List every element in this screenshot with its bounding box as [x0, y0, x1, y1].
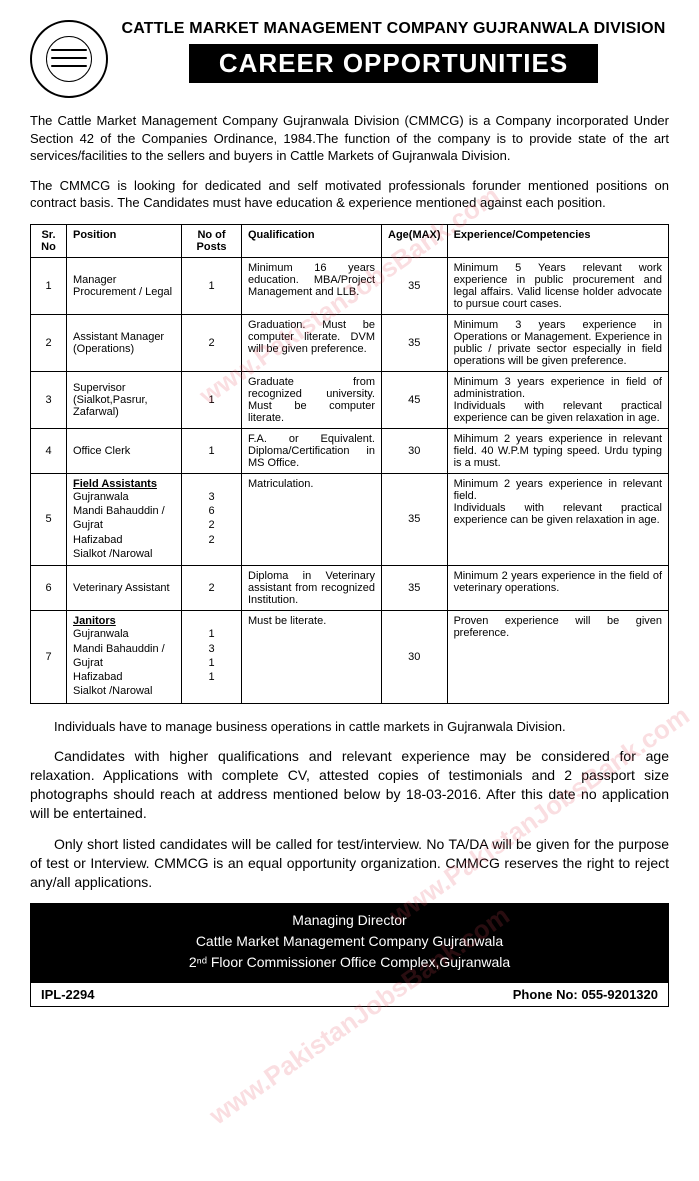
cell-sr: 2 [31, 314, 67, 371]
cell-sr: 1 [31, 257, 67, 314]
cell-qualification: Minimum 16 years education. MBA/Project … [242, 257, 382, 314]
cell-qualification: Matriculation. [242, 473, 382, 565]
footer-line-2: Cattle Market Management Company Gujranw… [39, 931, 660, 952]
col-experience: Experience/Competencies [447, 224, 668, 257]
table-row: 6Veterinary Assistant2Diploma in Veterin… [31, 566, 669, 611]
table-row: 1Manager Procurement / Legal1Minimum 16 … [31, 257, 669, 314]
cell-sr: 7 [31, 611, 67, 703]
header: CATTLE MARKET MANAGEMENT COMPANY GUJRANW… [30, 20, 669, 98]
col-qualification: Qualification [242, 224, 382, 257]
cell-position: JanitorsGujranwalaMandi Bahauddin / Gujr… [67, 611, 182, 703]
cell-position: Assistant Manager (Operations) [67, 314, 182, 371]
footer-bottom: IPL-2294 Phone No: 055-9201320 [31, 983, 668, 1006]
cell-experience: Minimum 3 years experience in Operations… [447, 314, 668, 371]
table-row: 3Supervisor (Sialkot,Pasrur, Zafarwal)1G… [31, 371, 669, 428]
cell-qualification: F.A. or Equivalent. Diploma/Certificatio… [242, 428, 382, 473]
cell-sr: 5 [31, 473, 67, 565]
cell-experience: Mihimum 2 years experience in relevant f… [447, 428, 668, 473]
title-block: CATTLE MARKET MANAGEMENT COMPANY GUJRANW… [118, 20, 669, 83]
cell-position: Veterinary Assistant [67, 566, 182, 611]
cell-experience: Minimum 3 years experience in field of a… [447, 371, 668, 428]
note-3: Only short listed candidates will be cal… [30, 835, 669, 892]
org-title: CATTLE MARKET MANAGEMENT COMPANY GUJRANW… [118, 20, 669, 38]
cell-qualification: Graduate from recognized university. Mus… [242, 371, 382, 428]
cell-age: 35 [382, 473, 448, 565]
cell-posts: 1 [182, 371, 242, 428]
cell-qualification: Must be literate. [242, 611, 382, 703]
career-banner: CAREER OPPORTUNITIES [189, 44, 598, 83]
cell-experience: Minimum 2 years experience in relevant f… [447, 473, 668, 565]
cell-age: 35 [382, 566, 448, 611]
cell-age: 30 [382, 428, 448, 473]
table-header-row: Sr. No Position No of Posts Qualificatio… [31, 224, 669, 257]
cell-position: Manager Procurement / Legal [67, 257, 182, 314]
cell-sr: 3 [31, 371, 67, 428]
table-row: 2Assistant Manager (Operations)2Graduati… [31, 314, 669, 371]
cell-posts: 1311 [182, 611, 242, 703]
cell-experience: Proven experience will be given preferen… [447, 611, 668, 703]
positions-table: Sr. No Position No of Posts Qualificatio… [30, 224, 669, 704]
cell-age: 35 [382, 314, 448, 371]
phone-number: Phone No: 055-9201320 [513, 987, 658, 1002]
cell-age: 30 [382, 611, 448, 703]
cell-sr: 6 [31, 566, 67, 611]
footer-line-3: 2ⁿᵈ Floor Commissioner Office Complex,Gu… [39, 952, 660, 973]
cell-experience: Minimum 2 years experience in the field … [447, 566, 668, 611]
ipl-code: IPL-2294 [41, 987, 94, 1002]
footer-box: Managing Director Cattle Market Manageme… [30, 903, 669, 1007]
cell-age: 45 [382, 371, 448, 428]
cell-posts: 1 [182, 428, 242, 473]
col-position: Position [67, 224, 182, 257]
col-age: Age(MAX) [382, 224, 448, 257]
intro-paragraph-1: The Cattle Market Management Company Guj… [30, 112, 669, 165]
col-sr: Sr. No [31, 224, 67, 257]
cell-posts: 2 [182, 566, 242, 611]
cell-posts: 2 [182, 314, 242, 371]
cell-position: Field AssistantsGujranwalaMandi Bahauddi… [67, 473, 182, 565]
note-1: Individuals have to manage business oper… [30, 718, 669, 736]
cell-qualification: Diploma in Veterinary assistant from rec… [242, 566, 382, 611]
cell-position: Supervisor (Sialkot,Pasrur, Zafarwal) [67, 371, 182, 428]
intro-paragraph-2: The CMMCG is looking for dedicated and s… [30, 177, 669, 212]
cell-posts: 3622 [182, 473, 242, 565]
logo-inner [46, 36, 92, 82]
cell-age: 35 [382, 257, 448, 314]
footer-address: Managing Director Cattle Market Manageme… [31, 904, 668, 983]
cell-sr: 4 [31, 428, 67, 473]
cell-experience: Minimum 5 Years relevant work experience… [447, 257, 668, 314]
cell-position: Office Clerk [67, 428, 182, 473]
cell-qualification: Graduation. Must be computer literate. D… [242, 314, 382, 371]
cell-posts: 1 [182, 257, 242, 314]
col-posts: No of Posts [182, 224, 242, 257]
note-2: Candidates with higher qualifications an… [30, 747, 669, 823]
table-row: 4Office Clerk1F.A. or Equivalent. Diplom… [31, 428, 669, 473]
govt-punjab-logo [30, 20, 108, 98]
table-row: 5Field AssistantsGujranwalaMandi Bahaudd… [31, 473, 669, 565]
footer-line-1: Managing Director [39, 910, 660, 931]
table-row: 7JanitorsGujranwalaMandi Bahauddin / Guj… [31, 611, 669, 703]
page: www.PakistanJobsBank.com www.PakistanJob… [30, 20, 669, 1007]
